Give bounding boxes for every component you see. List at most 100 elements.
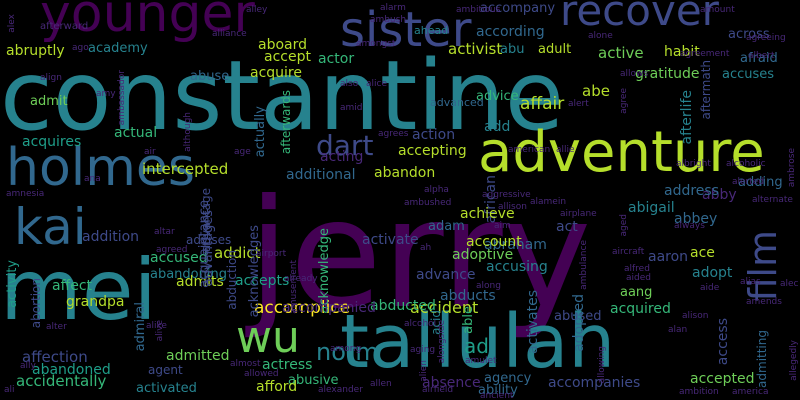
word-activist: activist	[448, 40, 503, 58]
word-accuses: accuses	[722, 67, 775, 82]
word-abraham: abraham	[484, 237, 547, 253]
word-abandoning: abandoning	[150, 267, 227, 282]
word-actress: actress	[262, 357, 313, 373]
word-alamein: alamein	[530, 197, 567, 207]
word-recover: recover	[560, 0, 719, 35]
word-acting: acting	[320, 149, 364, 165]
word-ad: ad	[464, 334, 489, 358]
word-ambition: ambition	[679, 387, 719, 397]
word-amy: amy	[96, 89, 116, 99]
word-mei: mei	[0, 241, 157, 339]
word-among: among	[330, 344, 362, 354]
word-ago: ago	[72, 43, 89, 53]
word-gratitude: gratitude	[635, 66, 700, 82]
word-aircraft: aircraft	[612, 247, 645, 257]
word-abused: abused	[554, 309, 602, 324]
word-advantages: advantages	[201, 210, 216, 287]
word-alike: alike	[146, 321, 167, 331]
word-abortion: abortion	[29, 278, 43, 329]
word-always: always	[674, 221, 705, 231]
word-alice: alice	[366, 79, 388, 89]
word-ambrose: ambrose	[787, 148, 797, 188]
word-accompanied: accompanied	[282, 300, 376, 316]
word-able: able	[461, 306, 476, 334]
word-ahead: ahead	[414, 24, 449, 37]
word-abe: abe	[582, 82, 610, 100]
word-airplane: airplane	[560, 209, 597, 219]
word-actor: actor	[318, 51, 355, 67]
word-ali: ali	[4, 385, 15, 395]
word-agent: agent	[148, 363, 183, 377]
word-aboard: aboard	[258, 37, 308, 53]
word-abandon: abandon	[374, 165, 436, 181]
word-aaron: aaron	[648, 249, 689, 265]
word-ancient: ancient	[480, 391, 514, 400]
word-acquires: acquires	[22, 134, 82, 150]
word-advanced: advanced	[430, 96, 484, 109]
word-alec: alec	[780, 279, 799, 289]
word-constantine: constantine	[0, 40, 564, 152]
word-air: air	[144, 147, 156, 157]
word-amid: amid	[340, 103, 363, 113]
word-altar: altar	[154, 227, 175, 237]
word-habit: habit	[664, 44, 700, 60]
word-amount: amount	[700, 5, 735, 15]
word-aided: aided	[626, 273, 651, 283]
word-advance: advance	[416, 267, 476, 283]
word-adopted: adopted	[571, 294, 587, 352]
word-alliance: alliance	[212, 29, 247, 39]
word-actually: actually	[253, 106, 268, 158]
word-activity: activity	[5, 260, 20, 308]
word-amulet: amulet	[465, 356, 497, 366]
word-american: american	[508, 145, 551, 155]
word-additional: additional	[286, 167, 356, 183]
word-alarm: alarm	[380, 3, 406, 13]
word-adopt: adopt	[692, 265, 733, 281]
word-afford: afford	[256, 379, 298, 395]
word-ana: ana	[84, 174, 101, 184]
word-wu: wu	[236, 312, 300, 363]
word-ace: ace	[690, 245, 715, 261]
word-affect: affect	[52, 278, 93, 294]
word-accident: accident	[410, 298, 479, 317]
word-although: although	[183, 112, 193, 152]
word-allison: allison	[498, 202, 527, 212]
word-afterward: afterward	[40, 21, 89, 32]
word-ally: ally	[20, 361, 36, 371]
word-along: along	[476, 281, 501, 291]
word-accompany: accompany	[480, 1, 556, 16]
word-allie: allie	[556, 145, 575, 155]
word-ambushed: ambushed	[404, 198, 452, 208]
word-ambitious: ambitious	[456, 5, 501, 15]
word-according: according	[476, 24, 545, 40]
word-jerry: jerry	[248, 168, 592, 342]
word-affair: affair	[520, 94, 565, 114]
word-admitting: admitting	[755, 330, 769, 388]
word-aang: aang	[620, 285, 653, 300]
word-abruptly: abruptly	[6, 43, 65, 59]
word-action: action	[412, 127, 456, 143]
word-alone: alone	[588, 31, 613, 41]
word-accompanies: accompanies	[548, 375, 641, 391]
word-ambulance: ambulance	[579, 240, 589, 290]
word-alfred: alfred	[624, 264, 650, 274]
word-alias: alias	[740, 277, 761, 287]
word-acknowledges: acknowledges	[247, 225, 262, 318]
word-airport: airport	[256, 249, 287, 259]
word-affection: affection	[22, 348, 88, 366]
word-abducts: abducts	[440, 288, 496, 304]
word-accepting: accepting	[398, 143, 467, 159]
word-norm: norm	[316, 338, 379, 366]
word-absence: absence	[422, 375, 481, 391]
word-allowed: allowed	[244, 369, 279, 379]
word-aim: aim	[494, 221, 511, 231]
word-agreement: agreement	[680, 49, 730, 59]
word-abby: abby	[702, 187, 737, 203]
word-grandpa: grandpa	[66, 294, 125, 310]
word-alcoholic: alcoholic	[726, 159, 766, 169]
word-alley: alley	[246, 5, 268, 15]
word-amusement: amusement	[289, 260, 299, 314]
word-academy: academy	[88, 41, 148, 56]
word-film: film	[741, 230, 785, 302]
